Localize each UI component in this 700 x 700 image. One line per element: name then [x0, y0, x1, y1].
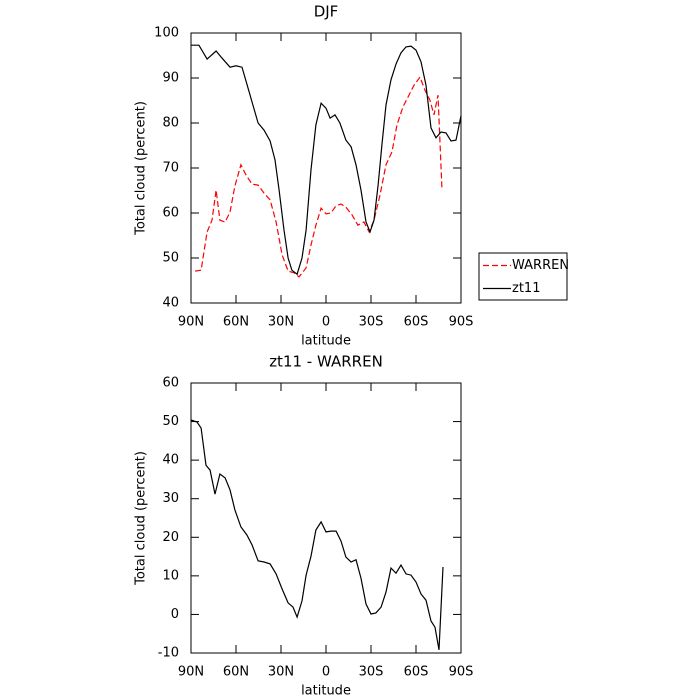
chart-title: zt11 - WARREN [269, 353, 383, 371]
x-axis-label: latitude [301, 334, 351, 349]
legend-label: WARREN [512, 258, 569, 273]
y-tick-label: 70 [162, 161, 179, 176]
y-tick-label: 40 [162, 453, 179, 468]
plot-frame [190, 382, 462, 654]
y-tick-label: 60 [162, 376, 179, 391]
y-axis-label: Total cloud (percent) [134, 101, 149, 236]
y-tick-label: 30 [162, 491, 179, 506]
x-axis-label: latitude [301, 684, 351, 699]
y-tick-label: -10 [158, 646, 179, 661]
legend-label: zt11 [512, 281, 540, 296]
x-tick-label: 90S [449, 665, 474, 680]
x-tick-label: 60N [223, 315, 249, 330]
x-tick-label: 0 [322, 665, 330, 680]
x-tick-label: 30N [268, 315, 294, 330]
y-tick-label: 40 [162, 296, 179, 311]
x-tick-label: 30N [268, 665, 294, 680]
y-tick-label: 50 [162, 414, 179, 429]
data-line [195, 75, 443, 278]
y-tick-label: 20 [162, 530, 179, 545]
y-tick-label: 60 [162, 206, 179, 221]
chart-title: DJF [314, 3, 339, 21]
y-axis-label: Total cloud (percent) [134, 451, 149, 586]
x-tick-label: 60S [404, 665, 429, 680]
x-tick-label: 90N [178, 665, 204, 680]
y-tick-label: 90 [162, 71, 179, 86]
legend-box [478, 252, 568, 301]
x-tick-label: 0 [322, 315, 330, 330]
data-line [190, 419, 444, 651]
data-line [191, 44, 462, 276]
plot-frame [190, 32, 462, 304]
y-tick-label: 80 [162, 116, 179, 131]
y-tick-label: 0 [171, 607, 179, 622]
x-tick-label: 60N [223, 665, 249, 680]
y-tick-label: 100 [154, 26, 179, 41]
y-tick-label: 50 [162, 251, 179, 266]
x-tick-label: 60S [404, 315, 429, 330]
x-tick-label: 30S [359, 315, 384, 330]
x-tick-label: 90N [178, 315, 204, 330]
x-tick-label: 30S [359, 665, 384, 680]
y-tick-label: 10 [162, 568, 179, 583]
x-tick-label: 90S [449, 315, 474, 330]
